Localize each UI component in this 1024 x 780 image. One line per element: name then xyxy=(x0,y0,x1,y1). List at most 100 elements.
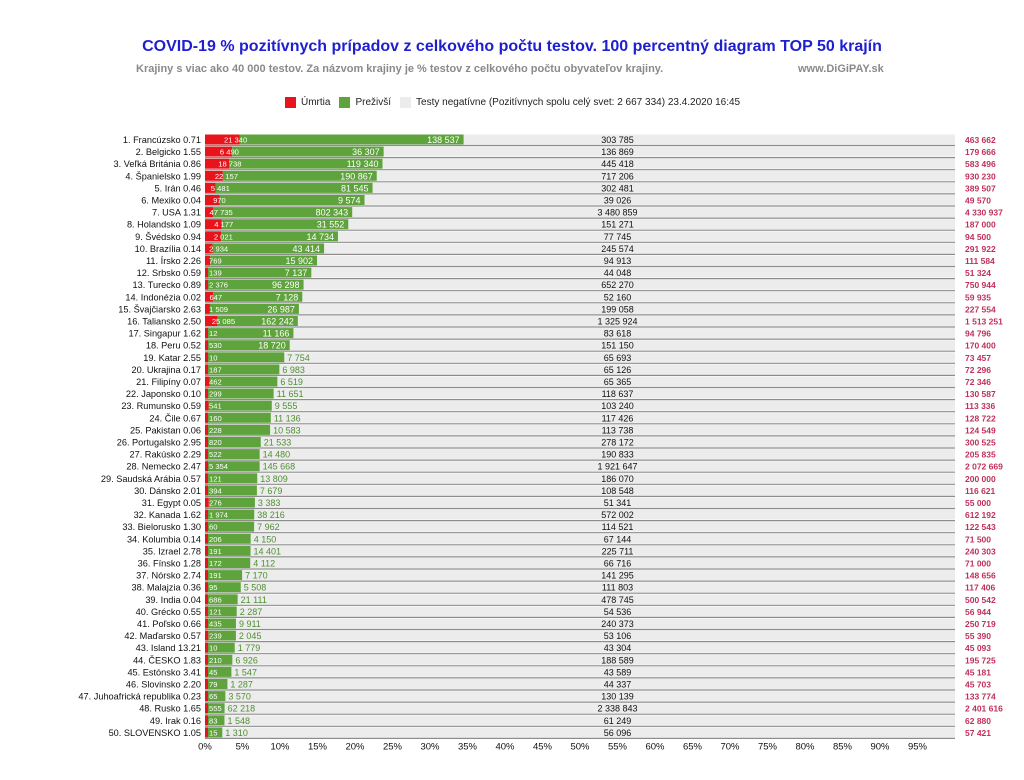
bar-survived xyxy=(206,388,274,399)
bar-deaths xyxy=(205,158,230,169)
survived-value: 9 911 xyxy=(239,619,261,629)
row-total: 122 543 xyxy=(965,522,996,532)
bar-survived xyxy=(205,582,241,593)
deaths-value: 2 021 xyxy=(214,232,233,241)
row-label: 30. Dánsko 2.01 xyxy=(134,486,201,496)
bar-deaths xyxy=(205,316,218,326)
bar-deaths xyxy=(205,400,209,411)
deaths-value: 139 xyxy=(209,269,222,278)
row-total: 500 542 xyxy=(965,595,996,605)
survived-value: 802 343 xyxy=(316,208,349,218)
survived-value: 14 480 xyxy=(263,450,291,460)
bar-negative xyxy=(273,388,955,399)
row-total: 113 336 xyxy=(965,401,996,411)
x-tick-label: 0% xyxy=(198,742,212,753)
bar-deaths xyxy=(205,267,208,278)
x-tick-label: 80% xyxy=(795,742,815,753)
row-label: 11. Írsko 2.26 xyxy=(146,256,201,266)
deaths-value: 276 xyxy=(209,499,222,508)
row-total: 195 725 xyxy=(965,655,996,665)
survived-value: 138 537 xyxy=(427,135,460,145)
x-tick-label: 55% xyxy=(608,742,628,753)
row-total: 94 500 xyxy=(965,232,991,242)
negative-value: 1 325 924 xyxy=(597,317,637,327)
survived-value: 7 754 xyxy=(287,353,310,363)
deaths-value: 435 xyxy=(209,620,222,629)
negative-value: 118 637 xyxy=(602,389,634,399)
bar-survived xyxy=(205,691,226,702)
bar-deaths xyxy=(205,195,220,205)
row-total: 51 324 xyxy=(965,268,991,278)
row-label: 22. Japonsko 0.10 xyxy=(126,389,201,399)
bar-negative xyxy=(222,727,955,738)
negative-value: 43 304 xyxy=(604,643,632,653)
survived-value: 21 111 xyxy=(241,595,267,605)
negative-value: 66 716 xyxy=(604,559,632,569)
legend-item-negative: Testy negatívne (Pozitívnych spolu celý … xyxy=(400,97,740,108)
bar-deaths xyxy=(205,449,208,460)
negative-value: 303 785 xyxy=(601,135,634,145)
deaths-value: 1 509 xyxy=(209,305,228,314)
legend-label-survived: Preživší xyxy=(355,97,392,108)
row-total: 130 587 xyxy=(965,389,996,399)
deaths-value: 65 xyxy=(209,692,217,701)
bar-deaths xyxy=(205,231,222,242)
bar-survived xyxy=(208,630,236,641)
survived-value: 31 552 xyxy=(317,220,345,230)
bar-deaths xyxy=(205,679,208,689)
negative-value: 65 365 xyxy=(604,377,632,387)
bar-survived xyxy=(205,328,294,339)
x-tick-label: 25% xyxy=(383,742,403,753)
bar-survived xyxy=(221,219,349,230)
bar-survived xyxy=(222,170,377,181)
row-total: 72 296 xyxy=(965,365,991,375)
bar-negative xyxy=(284,352,955,363)
bar-survived xyxy=(205,703,225,714)
negative-value: 114 521 xyxy=(602,522,634,532)
bar-survived xyxy=(206,606,237,617)
row-total: 55 390 xyxy=(965,631,991,641)
row-label: 33. Bielorusko 1.30 xyxy=(122,522,201,532)
bar-survived xyxy=(207,533,251,544)
row-label: 16. Taliansko 2.50 xyxy=(127,317,201,327)
row-total: 2 072 669 xyxy=(965,462,1003,472)
deaths-value: 239 xyxy=(209,632,222,641)
row-total: 612 192 xyxy=(965,510,996,520)
negative-value: 44 048 xyxy=(604,268,632,278)
bar-survived xyxy=(206,461,260,472)
row-label: 45. Estónsko 3.41 xyxy=(127,667,201,677)
legend-label-deaths: Úmrtia xyxy=(301,97,331,108)
deaths-value: 25 085 xyxy=(212,317,235,326)
bar-negative xyxy=(352,207,955,218)
deaths-value: 10 xyxy=(209,353,217,362)
chart-subtitle: Krajiny s viac ako 40 000 testov. Za náz… xyxy=(136,63,664,75)
negative-value: 151 271 xyxy=(601,220,634,230)
bar-survived xyxy=(205,642,235,653)
bar-survived xyxy=(215,182,373,193)
bar-survived xyxy=(207,279,304,290)
row-label: 1. Francúzsko 0.71 xyxy=(123,135,201,145)
row-total: 45 181 xyxy=(965,667,991,677)
row-total: 71 000 xyxy=(965,559,991,569)
x-tick-label: 85% xyxy=(833,742,853,753)
legend-item-deaths: Úmrtia xyxy=(285,97,330,108)
negative-value: 83 618 xyxy=(604,329,632,339)
deaths-value: 820 xyxy=(209,438,222,447)
row-total: 128 722 xyxy=(965,413,996,423)
x-tick-label: 5% xyxy=(236,742,250,753)
bar-negative xyxy=(270,412,955,423)
deaths-value: 541 xyxy=(209,402,222,411)
deaths-value: 2 376 xyxy=(209,281,228,290)
survived-value: 10 583 xyxy=(273,425,301,435)
row-total: 72 346 xyxy=(965,377,991,387)
bar-survived xyxy=(207,509,255,520)
survived-value: 1 547 xyxy=(234,667,257,677)
negative-value: 151 150 xyxy=(601,341,634,351)
bar-survived xyxy=(205,727,223,738)
bar-negative xyxy=(235,630,956,641)
negative-value: 245 574 xyxy=(601,244,634,254)
deaths-value: 769 xyxy=(209,257,222,266)
negative-value: 67 144 xyxy=(604,534,632,544)
deaths-value: 191 xyxy=(209,571,222,580)
bar-deaths xyxy=(205,219,222,230)
